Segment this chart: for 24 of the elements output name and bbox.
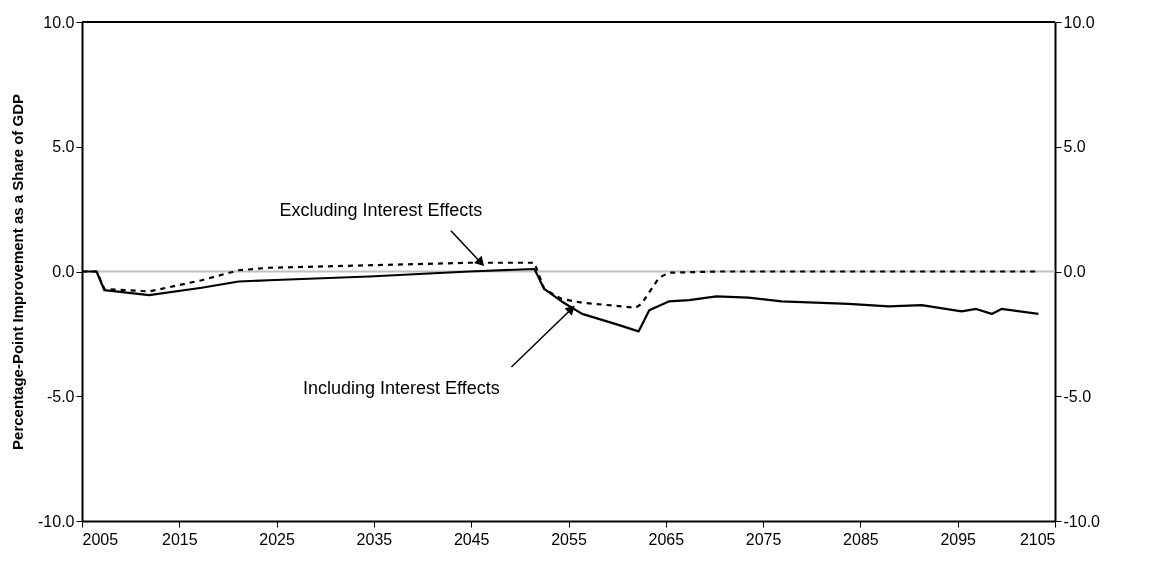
x-tick-label: 2085 [843, 530, 879, 548]
y2-tick-label: -10.0 [1063, 512, 1101, 530]
y2-tick-label: 0.0 [1063, 263, 1086, 280]
y-tick-label: 0.0 [52, 263, 75, 280]
x-tick-label: 2075 [745, 530, 782, 548]
x-tick-label: 2045 [453, 530, 490, 548]
y-tick-label: 10.0 [43, 13, 75, 31]
y-axis-title: Percentage-Point Improvement as a Share of GDP [9, 94, 27, 450]
y-tick-label: -5.0 [46, 387, 75, 405]
x-tick-label: 2065 [648, 530, 685, 548]
y2-tick-label: -5.0 [1063, 387, 1092, 405]
x-tick-label: 2005 [82, 530, 119, 548]
x-tick-label: 2095 [940, 530, 977, 548]
x-tick-label: 2025 [259, 530, 295, 548]
annotation: Excluding Interest Effects [279, 199, 483, 220]
y2-tick-label: 5.0 [1063, 138, 1086, 156]
y-tick-label: -10.0 [38, 512, 75, 530]
y2-tick-label: 10.0 [1063, 13, 1095, 31]
x-tick-label: 2035 [356, 530, 393, 548]
x-tick-label: 2105 [1019, 530, 1056, 548]
x-tick-label: 2015 [162, 530, 198, 548]
y-tick-label: 5.0 [52, 138, 75, 156]
x-tick-label: 2055 [551, 530, 587, 548]
annotation: Including Interest Effects [303, 377, 500, 398]
